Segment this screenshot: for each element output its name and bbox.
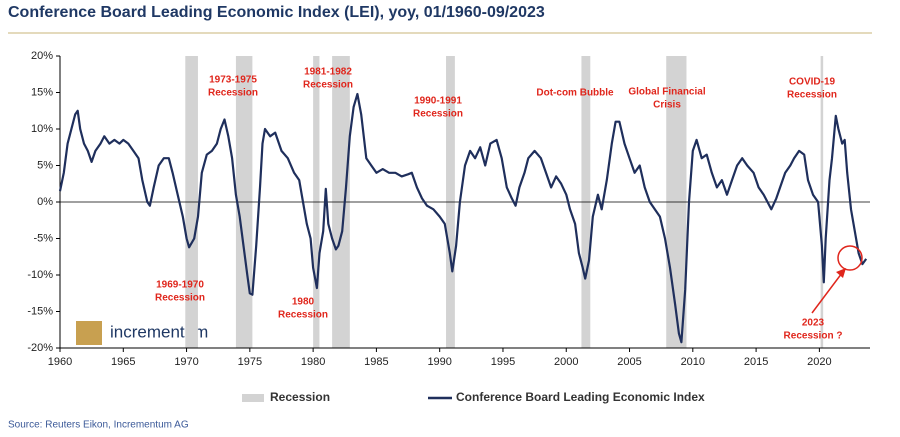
- x-tick-label: 2005: [617, 356, 641, 368]
- annotation: 1969-1970: [156, 280, 204, 291]
- y-tick-label: 5%: [37, 159, 53, 171]
- annotation: 1981-1982: [304, 67, 352, 78]
- x-tick-label: 1970: [174, 356, 198, 368]
- annotation: 2023: [802, 318, 825, 329]
- annotation: Global Financial: [628, 87, 705, 98]
- y-tick-label: -5%: [33, 232, 53, 244]
- x-tick-label: 1980: [301, 356, 325, 368]
- annotation: COVID-19: [789, 77, 836, 88]
- source: Source: Reuters Eikon, Incrementum AG: [8, 420, 189, 431]
- logo-icon: [76, 321, 102, 345]
- x-tick-label: 2015: [744, 356, 768, 368]
- x-tick-label: 1975: [238, 356, 262, 368]
- legend-label: Conference Board Leading Economic Index: [456, 390, 705, 404]
- x-tick-label: 1995: [491, 356, 515, 368]
- x-tick-label: 2000: [554, 356, 578, 368]
- annotation: 1980: [292, 297, 315, 308]
- x-tick-label: 1965: [111, 356, 135, 368]
- legend-swatch: [242, 394, 264, 402]
- annotation: Dot-com Bubble: [536, 88, 614, 99]
- x-tick-label: 2010: [681, 356, 705, 368]
- y-tick-label: 15%: [31, 86, 53, 98]
- annotation: 1973-1975: [209, 75, 257, 86]
- annotation: 1990-1991: [414, 96, 462, 107]
- annotation: Recession: [787, 90, 837, 101]
- highlight-arrowhead: [836, 268, 846, 278]
- logo: incrementum: [76, 321, 208, 345]
- annotation: Recession: [413, 109, 463, 120]
- x-tick-label: 1990: [427, 356, 451, 368]
- logo-text: incrementum: [110, 322, 208, 341]
- annotation: Recession: [303, 80, 353, 91]
- annotation: Recession: [155, 293, 205, 304]
- annotation: Crisis: [653, 100, 681, 111]
- y-tick-label: 20%: [31, 50, 53, 62]
- annotation: Recession: [278, 310, 328, 321]
- x-tick-label: 2020: [807, 356, 831, 368]
- y-tick-label: -15%: [27, 305, 53, 317]
- data-line: [58, 92, 868, 344]
- x-tick-label: 1960: [48, 356, 72, 368]
- annotation: Recession ?: [784, 331, 843, 342]
- y-tick-label: -10%: [27, 269, 53, 281]
- x-tick-label: 1985: [364, 356, 388, 368]
- legend-label: Recession: [270, 390, 330, 404]
- highlight-arrow: [811, 272, 843, 314]
- y-tick-label: 10%: [31, 123, 53, 135]
- annotation: Recession: [208, 88, 258, 99]
- highlight-circle: [837, 245, 863, 271]
- y-tick-label: -20%: [27, 342, 53, 354]
- y-tick-label: 0%: [37, 196, 53, 208]
- chart-title: Conference Board Leading Economic Index …: [8, 4, 545, 21]
